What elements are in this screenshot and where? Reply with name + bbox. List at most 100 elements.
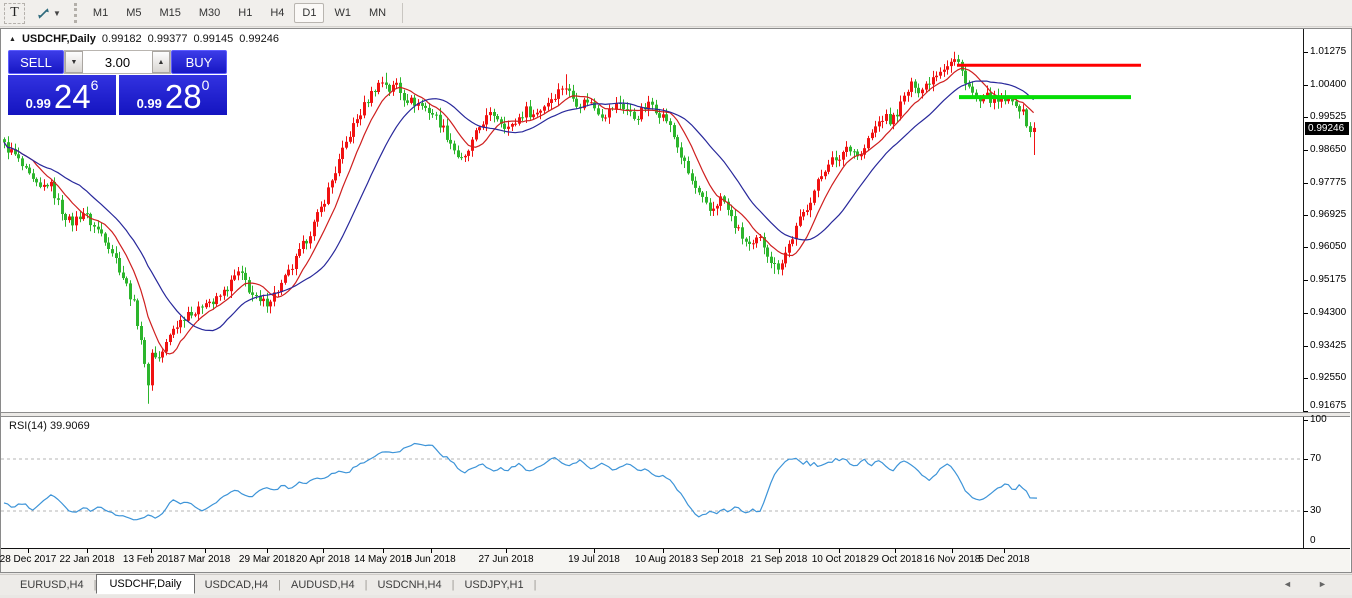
- price-tick: [1304, 117, 1308, 118]
- time-tick: [779, 549, 780, 553]
- buy-price-pip: 0: [202, 70, 210, 100]
- time-tick: [1004, 549, 1005, 553]
- price-axis-label: 0.96925: [1310, 209, 1346, 220]
- price-tick: [1304, 313, 1308, 314]
- price-axis-label: 1.00400: [1310, 79, 1346, 90]
- time-tick: [506, 549, 507, 553]
- timeframe-button-m5[interactable]: M5: [118, 3, 149, 23]
- sell-quote[interactable]: 0.99 24 6: [8, 75, 116, 115]
- tabs-scroll-left-icon[interactable]: ◄: [1283, 579, 1292, 589]
- buy-quote[interactable]: 0.99 28 0: [119, 75, 227, 115]
- price-tick: [1304, 215, 1308, 216]
- price-tick: [1304, 247, 1308, 248]
- price-tick: [1304, 378, 1308, 379]
- price-pane[interactable]: ▲ USDCHF,Daily 0.99182 0.99377 0.99145 0…: [1, 29, 1350, 412]
- buy-button[interactable]: BUY: [171, 50, 227, 74]
- one-click-trading-panel: SELL ▼ 3.00 ▲ BUY 0.99: [8, 50, 227, 115]
- time-tick: [895, 549, 896, 553]
- low-value: 0.99145: [193, 33, 233, 45]
- chart-tab-usdcnh-h4[interactable]: USDCNH,H4: [367, 576, 451, 594]
- high-value: 0.99377: [148, 33, 188, 45]
- time-tick: [383, 549, 384, 553]
- arrow-tool-button[interactable]: ▼: [33, 2, 64, 25]
- timeframe-button-mn[interactable]: MN: [361, 3, 394, 23]
- price-axis[interactable]: 1.012751.004000.995250.986500.977750.969…: [1303, 29, 1350, 412]
- current-price-tag: 0.99246: [1305, 122, 1349, 135]
- time-tick: [28, 549, 29, 553]
- time-tick: [151, 549, 152, 553]
- mt4-terminal: T ▼ M1M5M15M30H1H4D1W1MN ▲ USDCHF,Daily …: [0, 0, 1352, 598]
- rsi-axis-label: 100: [1310, 414, 1327, 425]
- caret-down-icon: ▼: [71, 59, 78, 66]
- time-axis-label: 5 Dec 2018: [959, 554, 1049, 565]
- time-axis[interactable]: 28 Dec 201722 Jan 201813 Feb 20187 Mar 2…: [1, 548, 1350, 572]
- rsi-line: [4, 444, 1037, 520]
- sell-price-big: 24: [54, 82, 91, 112]
- price-axis-label: 0.97775: [1310, 177, 1346, 188]
- volume-spinner: ▼ 3.00 ▲: [64, 50, 171, 74]
- open-value: 0.99182: [102, 33, 142, 45]
- time-tick: [839, 549, 840, 553]
- price-tick: [1304, 85, 1308, 86]
- chart-tab-usdcad-h4[interactable]: USDCAD,H4: [195, 576, 279, 594]
- time-tick: [718, 549, 719, 553]
- timeframe-button-d1[interactable]: D1: [294, 3, 324, 23]
- sell-price-pip: 6: [91, 70, 99, 100]
- rsi-axis-label: 70: [1310, 453, 1321, 464]
- sell-price-prefix: 0.99: [26, 96, 51, 112]
- toolbar-separator: [402, 3, 403, 23]
- rsi-axis: 10070300: [1303, 417, 1350, 548]
- time-tick: [205, 549, 206, 553]
- buy-price-prefix: 0.99: [137, 96, 162, 112]
- price-axis-label: 0.98650: [1310, 144, 1346, 155]
- price-axis-label: 0.94300: [1310, 307, 1346, 318]
- caret-up-icon: ▲: [158, 59, 165, 66]
- timeframe-toolbar: M1M5M15M30H1H4D1W1MN: [85, 3, 394, 23]
- time-tick: [323, 549, 324, 553]
- price-axis-label: 0.99525: [1310, 111, 1346, 122]
- toolbar-grip[interactable]: [74, 3, 77, 23]
- rsi-tick: [1304, 420, 1308, 421]
- chart-window: ▲ USDCHF,Daily 0.99182 0.99377 0.99145 0…: [0, 28, 1352, 573]
- price-tick: [1304, 183, 1308, 184]
- tab-separator: |: [534, 579, 537, 591]
- time-tick: [431, 549, 432, 553]
- text-label-tool-button[interactable]: T: [4, 3, 25, 24]
- collapse-triangle-icon[interactable]: ▲: [9, 36, 16, 43]
- volume-increase-button[interactable]: ▲: [152, 51, 170, 73]
- timeframe-button-h4[interactable]: H4: [262, 3, 292, 23]
- timeframe-button-m15[interactable]: M15: [151, 3, 188, 23]
- price-tick: [1304, 52, 1308, 53]
- rsi-indicator-label: RSI(14) 39.9069: [9, 420, 90, 432]
- symbol-period-label: USDCHF,Daily: [22, 33, 96, 45]
- price-axis-label: 0.92550: [1310, 372, 1346, 383]
- time-tick: [267, 549, 268, 553]
- chart-tab-audusd-h4[interactable]: AUDUSD,H4: [281, 576, 365, 594]
- time-tick: [87, 549, 88, 553]
- time-tick: [663, 549, 664, 553]
- time-axis-label: 27 Jun 2018: [461, 554, 551, 565]
- price-tick: [1304, 150, 1308, 151]
- chart-tab-usdchf-daily[interactable]: USDCHF,Daily: [96, 574, 194, 594]
- rsi-pane[interactable]: RSI(14) 39.9069 10070300: [1, 417, 1350, 548]
- chart-tab-usdjpy-h1[interactable]: USDJPY,H1: [454, 576, 533, 594]
- tabs-scroll-right-icon[interactable]: ►: [1318, 579, 1327, 589]
- timeframe-button-h1[interactable]: H1: [230, 3, 260, 23]
- rsi-tick: [1304, 459, 1308, 460]
- time-tick: [952, 549, 953, 553]
- price-axis-label: 0.95175: [1310, 274, 1346, 285]
- time-tick: [594, 549, 595, 553]
- text-tool-icon: T: [10, 5, 19, 21]
- rsi-chart[interactable]: [1, 417, 1303, 548]
- toolbar: T ▼ M1M5M15M30H1H4D1W1MN: [0, 0, 1352, 27]
- timeframe-button-m1[interactable]: M1: [85, 3, 116, 23]
- rsi-axis-label: 0: [1310, 535, 1316, 546]
- timeframe-button-m30[interactable]: M30: [191, 3, 228, 23]
- sell-button[interactable]: SELL: [8, 50, 64, 74]
- price-tick: [1304, 346, 1308, 347]
- price-axis-label: 0.91675: [1310, 400, 1346, 411]
- chart-tab-eurusd-h4[interactable]: EURUSD,H4: [10, 576, 94, 594]
- volume-decrease-button[interactable]: ▼: [65, 51, 83, 73]
- timeframe-button-w1[interactable]: W1: [326, 3, 359, 23]
- chart-tab-bar: EURUSD,H4|USDCHF,DailyUSDCAD,H4|AUDUSD,H…: [0, 574, 1352, 595]
